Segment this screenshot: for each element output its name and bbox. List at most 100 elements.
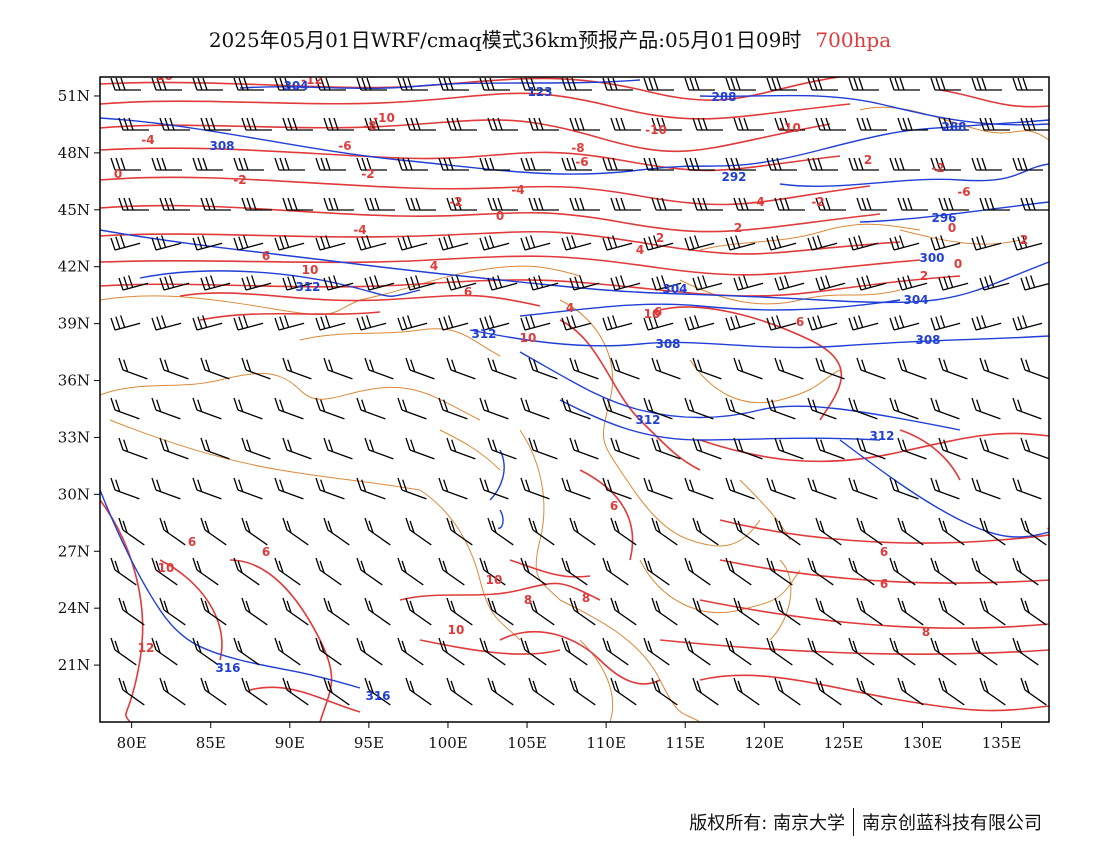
temperature-label: 10 (448, 623, 465, 637)
wind-barb (643, 477, 673, 500)
wind-barb (602, 477, 632, 500)
wind-barb (807, 157, 838, 171)
height-label: 123 (527, 85, 552, 99)
temperature-isoline (719, 519, 1049, 544)
wind-barb (766, 157, 797, 171)
wind-barb (200, 117, 231, 131)
wind-barb (897, 197, 928, 211)
title-text: 2025年05月01日WRF/cmaq模式36km预报产品:05月01日09时 (208, 28, 802, 52)
wind-barb (692, 357, 722, 380)
height-label: 308 (209, 139, 234, 153)
wind-barb (118, 117, 149, 131)
height-label: 316 (215, 661, 240, 675)
wind-barb (1020, 517, 1047, 546)
wind-barb (930, 637, 957, 666)
boundary-line (579, 639, 614, 722)
wind-barb (848, 157, 879, 171)
wind-barb (930, 315, 961, 331)
wind-barb (397, 77, 428, 91)
chart-title: 2025年05月01日WRF/cmaq模式36km预报产品:05月01日09时 7… (0, 24, 1100, 53)
wind-barb (282, 275, 313, 291)
wind-barb (651, 357, 681, 380)
wind-barb (159, 437, 189, 460)
wind-barb (848, 557, 875, 586)
wind-barb (1020, 357, 1049, 380)
wind-barb (241, 117, 272, 131)
wind-barb (364, 197, 395, 211)
wind-barb (487, 517, 514, 546)
temperature-label: 6 (262, 545, 270, 559)
wind-barb (151, 235, 182, 251)
wind-barb (815, 677, 842, 706)
wind-barb (323, 197, 354, 211)
wind-barb (930, 557, 957, 586)
wind-barb (405, 437, 435, 460)
wind-barb (397, 557, 424, 586)
wind-barb (528, 275, 559, 291)
wind-barb (979, 597, 1006, 626)
temperature-label: -4 (511, 183, 524, 197)
wind-barb (889, 315, 920, 331)
wind-barb (856, 117, 887, 131)
wind-barb (725, 477, 755, 500)
wind-barb (602, 157, 633, 171)
pressure-level: 700hpa (815, 28, 892, 52)
wind-barb (692, 117, 723, 131)
wind-barb (151, 397, 181, 420)
wind-barb (118, 437, 148, 460)
wind-barb (815, 357, 845, 380)
height-label: 296 (931, 211, 956, 225)
wind-barb (815, 197, 846, 211)
wind-barb (1012, 315, 1043, 331)
wind-barb (200, 517, 227, 546)
wind-barb (979, 437, 1009, 460)
temperature-isoline (719, 559, 1049, 584)
wind-barb (315, 397, 345, 420)
wind-barb (446, 437, 476, 460)
temperature-isoline (100, 230, 901, 255)
lat-label: 42N (58, 258, 90, 276)
wind-barb (733, 117, 764, 131)
wind-barb (684, 235, 715, 251)
wind-barb (479, 397, 509, 420)
wind-barb (692, 517, 719, 546)
temperature-isoline (699, 432, 1049, 463)
wind-barb (610, 597, 637, 626)
wind-barb (520, 637, 547, 666)
wind-barb (1012, 637, 1039, 666)
boundary-line (359, 265, 581, 301)
wind-barb (602, 77, 633, 91)
wind-barb (233, 157, 264, 171)
wind-barb (725, 315, 756, 331)
wind-barb (848, 77, 879, 91)
temperature-label: 6 (610, 499, 618, 513)
wind-barb (282, 437, 312, 460)
temperature-label: 2 (656, 231, 664, 245)
wind-barb (405, 677, 432, 706)
wind-barb (151, 315, 182, 331)
boundary-line (559, 299, 621, 471)
wind-barb (241, 677, 268, 706)
wind-barb (233, 477, 263, 500)
wind-barb (479, 77, 510, 91)
wind-barb (1012, 77, 1043, 91)
wind-barb (528, 117, 559, 131)
wind-barb (815, 597, 842, 626)
temperature-isoline (659, 306, 843, 421)
wind-barb (405, 357, 435, 380)
wind-barb (733, 517, 760, 546)
wind-barb (528, 197, 559, 211)
temperature-label: 4 (430, 259, 438, 273)
wind-barb (487, 677, 514, 706)
wind-barb (364, 677, 391, 706)
wind-barb (438, 397, 468, 420)
wind-barb (1020, 117, 1049, 131)
boundary-line (899, 229, 1021, 245)
wind-barb (397, 397, 427, 420)
wind-barb (848, 477, 878, 500)
wind-barb (897, 275, 928, 291)
wind-barb (643, 637, 670, 666)
temperature-isoline (419, 639, 561, 655)
wind-barb (610, 197, 641, 211)
lat-label: 36N (58, 372, 90, 390)
